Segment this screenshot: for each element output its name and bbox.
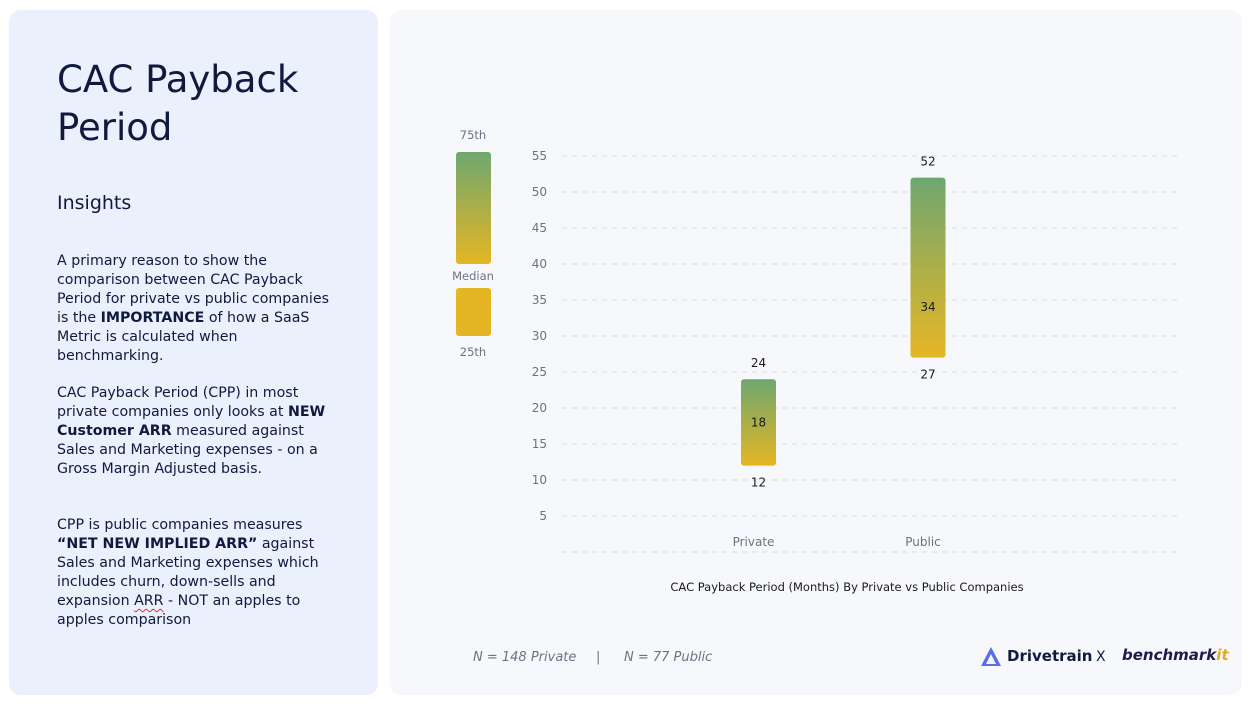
benchmarkit-logo-accent: it (1216, 646, 1229, 664)
insight-paragraph-1: A primary reason to show the comparison … (57, 252, 342, 366)
chart-title: CAC Payback Period (Months) By Private v… (670, 580, 1023, 594)
chart-grid (562, 155, 1182, 553)
y-tick-label: 50 (532, 185, 547, 199)
drivetrain-logo-text: Drivetrain (1007, 647, 1093, 665)
range-bar-public (910, 177, 946, 358)
chart-panel (389, 10, 1242, 695)
y-tick-label: 55 (532, 149, 547, 163)
legend-25th-label: 25th (460, 345, 486, 359)
y-tick-label: 40 (532, 257, 547, 271)
legend-upper-bar (456, 152, 491, 264)
legend-75th-label: 75th (460, 128, 486, 142)
sample-separator: | (596, 650, 601, 665)
insight-text: A primary reason to show the comparison … (57, 253, 329, 326)
insight-text: measured against Sales and Marketing exp… (57, 423, 318, 477)
private-sample-size: N = 148 Private (473, 650, 577, 665)
value-label-25th: 27 (920, 368, 935, 382)
chart-bars: 24 18 12 52 34 27 (741, 155, 946, 490)
legend-lower-bar (456, 288, 491, 336)
brand-separator-x: X (1096, 649, 1106, 665)
value-label-25th: 12 (751, 476, 766, 490)
category-label-private: Private (733, 535, 775, 549)
insight-misspelled-word: ARR (134, 593, 164, 609)
y-tick-label: 30 (532, 329, 547, 343)
y-tick-label: 10 (532, 473, 547, 487)
y-tick-label: 5 (539, 509, 547, 523)
y-tick-label: 20 (532, 401, 547, 415)
insight-text: of how a SaaS Metric is calculated when … (57, 310, 310, 364)
range-bar-private (741, 379, 776, 466)
y-axis-ticks: 5 10 15 20 25 30 35 40 45 50 55 (532, 149, 547, 523)
insight-text: CPP is public companies measures (57, 517, 303, 533)
value-label-75th: 24 (751, 356, 766, 370)
legend-median-label: Median (452, 269, 494, 283)
value-label-median: 34 (920, 300, 935, 314)
x-axis-categories: Private Public (733, 535, 941, 549)
y-tick-label: 35 (532, 293, 547, 307)
insight-text: CAC Payback Period (CPP) in most private… (57, 385, 299, 420)
y-tick-label: 25 (532, 365, 547, 379)
value-label-75th: 52 (920, 155, 935, 169)
benchmarkit-logo-text: benchmark (1122, 646, 1217, 664)
insight-text: - NOT an apples to apples comparison (57, 593, 301, 628)
y-tick-label: 45 (532, 221, 547, 235)
insights-panel (9, 10, 378, 695)
insight-emphasis: NEW Customer ARR (57, 404, 326, 439)
public-sample-size: N = 77 Public (624, 650, 713, 665)
page-title: CAC Payback Period (57, 58, 299, 149)
insight-emphasis: “NET NEW IMPLIED ARR” (57, 536, 258, 552)
insights-heading: Insights (57, 192, 132, 214)
value-label-median: 18 (751, 415, 766, 429)
insight-paragraph-3: CPP is public companies measures “NET NE… (57, 516, 342, 630)
insight-paragraph-2: CAC Payback Period (CPP) in most private… (57, 384, 342, 479)
category-label-public: Public (905, 535, 941, 549)
insight-text: against Sales and Marketing expenses whi… (57, 536, 319, 609)
insight-emphasis: IMPORTANCE (100, 310, 205, 326)
benchmarkit-logo: benchmarkit (1122, 646, 1229, 664)
y-tick-label: 15 (532, 437, 547, 451)
